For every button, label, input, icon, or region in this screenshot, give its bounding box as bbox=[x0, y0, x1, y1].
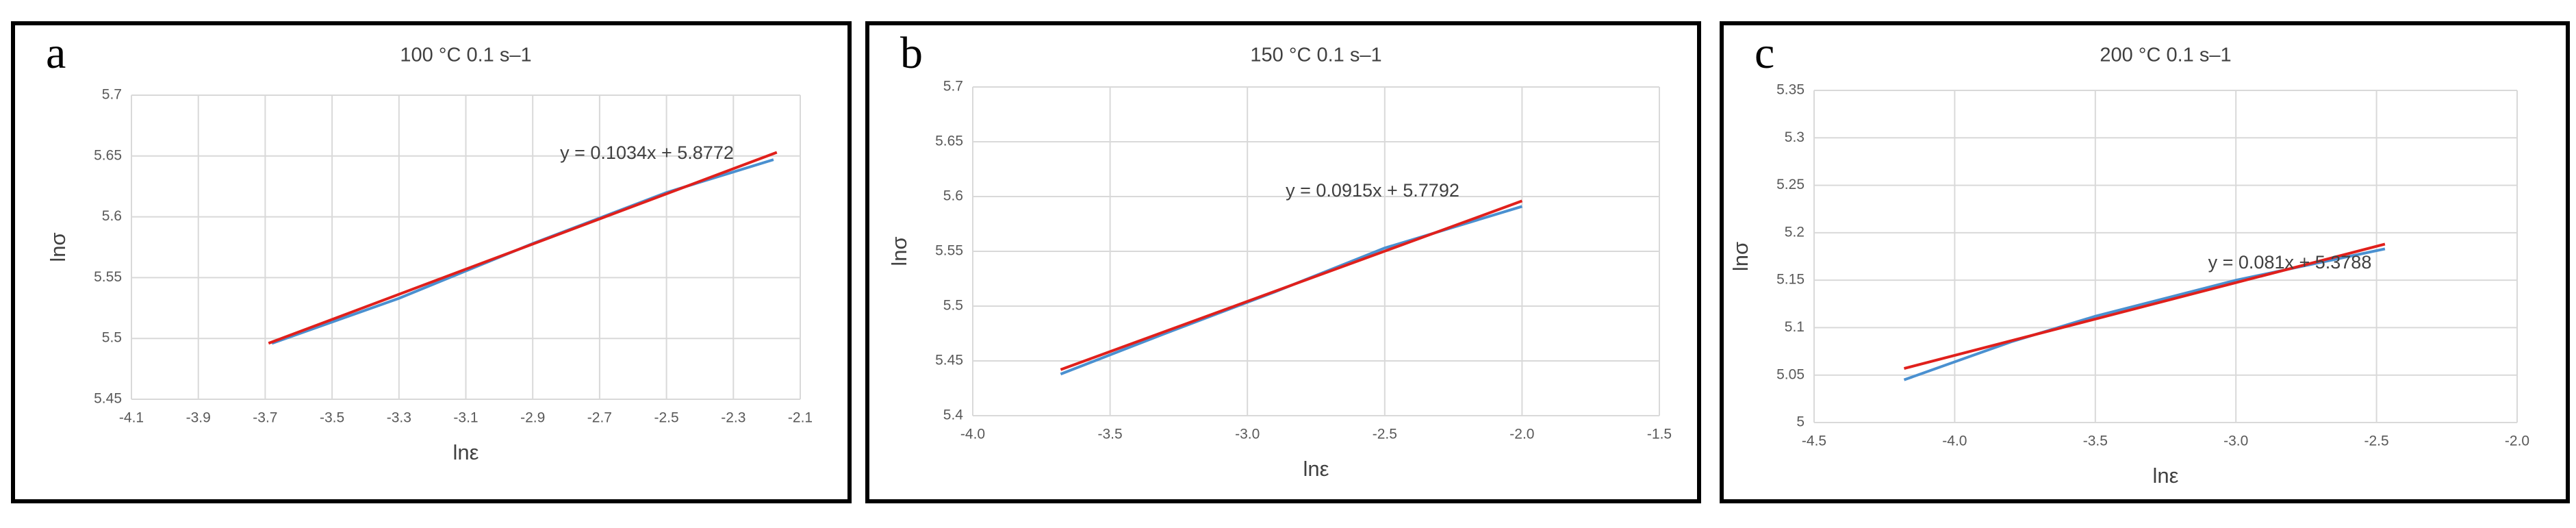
x-tick-label: -1.5 bbox=[1647, 427, 1672, 442]
data-line bbox=[271, 158, 774, 345]
y-tick-label: 5.6 bbox=[943, 188, 963, 204]
y-tick-label: 5.2 bbox=[1785, 224, 1805, 240]
panel-label: a bbox=[46, 28, 66, 78]
trendline-equation: y = 0.1034x + 5.8772 bbox=[560, 142, 734, 163]
x-tick-label: -2.0 bbox=[1509, 427, 1534, 442]
data-line bbox=[1903, 242, 2386, 370]
x-tick-label: -3.1 bbox=[453, 410, 478, 426]
x-tick-label: -3.0 bbox=[2223, 433, 2248, 449]
x-tick-label: -3.5 bbox=[2083, 433, 2108, 449]
y-tick-label: 5.55 bbox=[935, 243, 963, 259]
x-tick-label: -4.5 bbox=[1802, 433, 1826, 449]
trendline-equation: y = 0.0915x + 5.7792 bbox=[1286, 180, 1459, 201]
y-tick-label: 5.5 bbox=[102, 330, 122, 346]
y-tick-label: 5.45 bbox=[94, 391, 122, 407]
y-tick-label: 5.15 bbox=[1776, 272, 1805, 288]
panel-label: b bbox=[900, 28, 923, 78]
x-tick-label: -2.5 bbox=[2364, 433, 2389, 449]
panel-frame bbox=[11, 21, 852, 503]
x-tick-label: -2.5 bbox=[654, 410, 679, 426]
y-tick-label: 5.6 bbox=[102, 208, 122, 224]
data-line bbox=[1060, 199, 1523, 371]
x-tick-label: -4.0 bbox=[1942, 433, 1967, 449]
y-tick-label: 5.55 bbox=[94, 269, 122, 285]
x-tick-label: -2.9 bbox=[520, 410, 545, 426]
panel-frame bbox=[865, 21, 1701, 503]
chart-title: 100 °C 0.1 s–1 bbox=[400, 45, 531, 66]
x-tick-label: -2.1 bbox=[788, 410, 813, 426]
x-tick-label: -2.0 bbox=[2505, 433, 2529, 449]
data-line bbox=[268, 151, 778, 345]
y-tick-label: 5.35 bbox=[1776, 82, 1805, 98]
x-tick-label: -3.5 bbox=[1098, 427, 1123, 442]
panel-frame bbox=[1720, 21, 2570, 503]
data-line bbox=[1060, 205, 1522, 376]
y-tick-label: 5 bbox=[1796, 414, 1805, 430]
y-axis-label: lnσ bbox=[887, 236, 911, 266]
trendline-equation: y = 0.081x + 5.3788 bbox=[2208, 252, 2372, 273]
x-tick-label: -2.5 bbox=[1373, 427, 1397, 442]
y-axis-label: lnσ bbox=[46, 232, 70, 262]
x-tick-label: -2.3 bbox=[721, 410, 745, 426]
y-tick-label: 5.65 bbox=[94, 147, 122, 163]
x-tick-label: -3.5 bbox=[320, 410, 344, 426]
y-tick-label: 5.45 bbox=[935, 353, 963, 368]
y-tick-label: 5.5 bbox=[943, 298, 963, 314]
chart-title: 150 °C 0.1 s–1 bbox=[1250, 45, 1381, 66]
y-tick-label: 5.65 bbox=[935, 134, 963, 149]
panel-label: c bbox=[1755, 28, 1774, 78]
y-tick-label: 5.7 bbox=[102, 87, 122, 103]
y-tick-label: 5.1 bbox=[1785, 319, 1805, 335]
y-tick-label: 5.25 bbox=[1776, 177, 1805, 192]
x-axis-label: lnε bbox=[453, 440, 479, 464]
y-tick-label: 5.05 bbox=[1776, 366, 1805, 382]
x-axis-label: lnε bbox=[2153, 464, 2179, 488]
x-tick-label: -2.7 bbox=[587, 410, 612, 426]
y-tick-label: 5.4 bbox=[943, 407, 964, 423]
x-tick-label: -3.0 bbox=[1235, 427, 1260, 442]
y-tick-label: 5.7 bbox=[943, 79, 963, 95]
x-tick-label: -3.7 bbox=[253, 410, 277, 426]
x-tick-label: -4.0 bbox=[960, 427, 985, 442]
x-tick-label: -3.3 bbox=[387, 410, 411, 426]
chart-title: 200 °C 0.1 s–1 bbox=[2100, 45, 2231, 66]
x-tick-label: -3.9 bbox=[186, 410, 211, 426]
y-axis-label: lnσ bbox=[1729, 242, 1752, 271]
x-axis-label: lnε bbox=[1303, 457, 1329, 481]
x-tick-label: -4.1 bbox=[119, 410, 144, 426]
y-tick-label: 5.3 bbox=[1785, 129, 1805, 145]
